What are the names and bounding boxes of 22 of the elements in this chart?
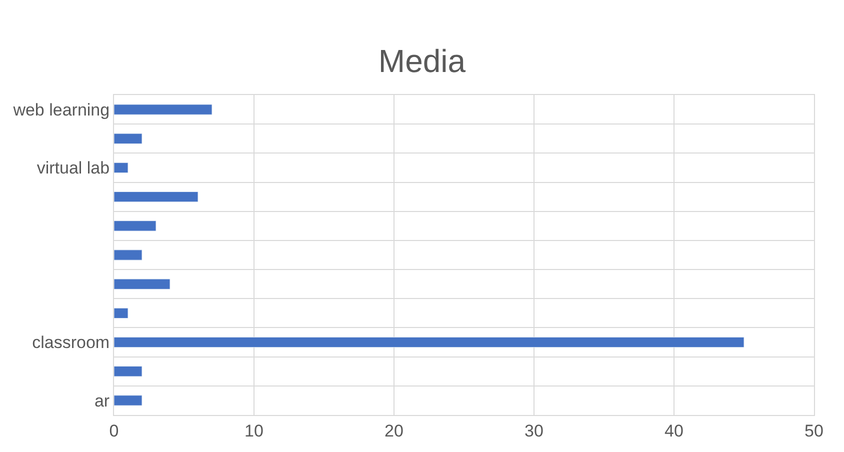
bar xyxy=(114,395,142,406)
x-tick-label: 10 xyxy=(244,421,264,440)
chart-title: Media xyxy=(378,43,466,80)
y-tick-label: virtual lab xyxy=(36,158,110,178)
bar xyxy=(114,191,198,202)
x-tick-label: 50 xyxy=(804,421,824,440)
bar xyxy=(114,220,156,232)
x-tick-label: 20 xyxy=(384,421,404,440)
y-tick-label: web learning xyxy=(12,100,110,120)
bar xyxy=(114,104,212,115)
y-tick-label: ar xyxy=(94,391,110,410)
bar xyxy=(114,308,128,319)
bar xyxy=(114,133,142,144)
x-tick-label: 0 xyxy=(109,421,119,440)
bar xyxy=(114,366,142,377)
x-tick-label: 40 xyxy=(664,421,684,440)
bar xyxy=(114,336,744,348)
bar xyxy=(114,250,142,260)
y-tick-label: classroom xyxy=(32,333,110,352)
x-tick-label: 30 xyxy=(524,421,544,440)
bar xyxy=(114,278,170,290)
bar xyxy=(114,162,128,174)
